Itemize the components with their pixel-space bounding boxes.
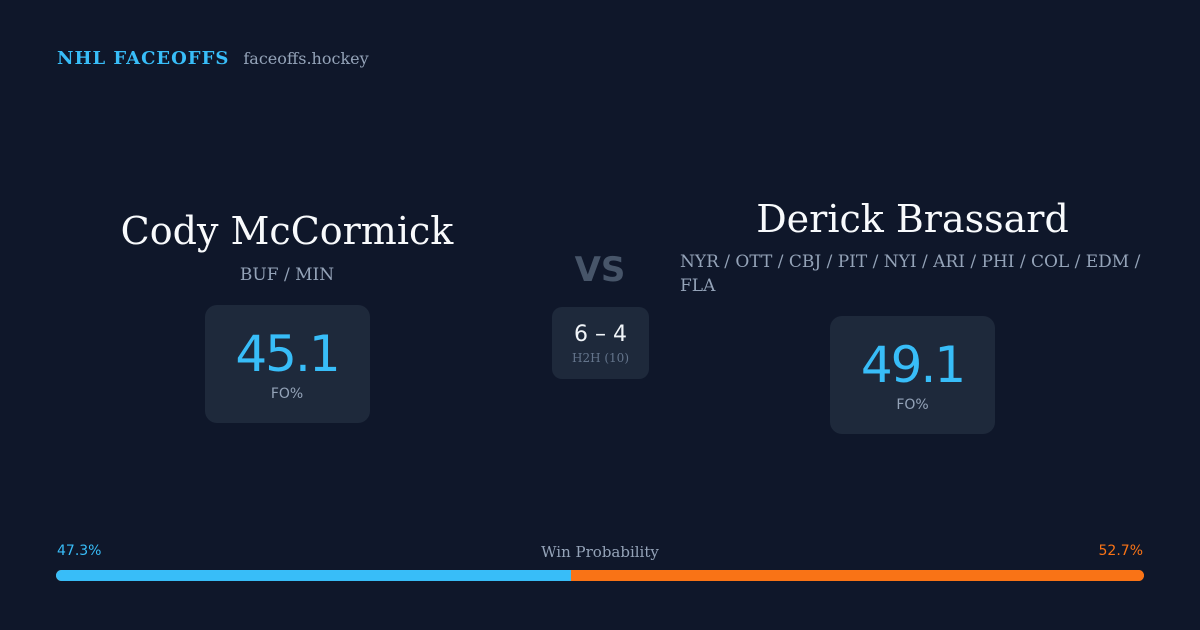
player-left-name: Cody McCormick: [120, 209, 454, 253]
player-left-fo-value: 45.1: [235, 325, 340, 383]
brand-domain[interactable]: faceoffs.hockey: [243, 49, 369, 68]
player-left-teams: BUF / MIN: [239, 265, 335, 285]
player-right-fo-label: FO%: [896, 397, 929, 413]
head-to-head-score: 6 – 4: [574, 321, 627, 347]
head-to-head-card: 6 – 4 H2H (10): [552, 307, 649, 379]
player-left-panel: Cody McCormick BUF / MIN 45.1 FO%: [87, 205, 487, 423]
player-left-fo-card: 45.1 FO%: [204, 305, 370, 423]
win-probability-title: Win Probability: [541, 543, 659, 561]
brand-header: NHL FACEOFFS faceoffs.hockey: [57, 48, 369, 69]
win-probability-left-value: 47.3%: [57, 543, 102, 559]
win-probability-bar-right-segment: [570, 570, 1144, 581]
brand-name[interactable]: NHL FACEOFFS: [57, 48, 230, 69]
player-right-fo-value: 49.1: [860, 336, 966, 394]
head-to-head-label: H2H (10): [571, 350, 629, 365]
versus-label: VS: [574, 250, 626, 290]
player-left-fo-label: FO%: [270, 386, 304, 402]
player-right-panel: Derick Brassard NYR / OTT / CBJ / PIT / …: [680, 193, 1145, 434]
player-right-fo-card: 49.1 FO%: [830, 316, 995, 434]
player-right-name: Derick Brassard: [756, 197, 1069, 241]
win-probability-bar-left-segment: [56, 570, 571, 581]
win-probability-right-value: 52.7%: [1098, 543, 1143, 559]
player-right-teams: NYR / OTT / CBJ / PIT / NYI / ARI / PHI …: [680, 252, 1141, 296]
win-probability-bar: [56, 570, 1144, 581]
